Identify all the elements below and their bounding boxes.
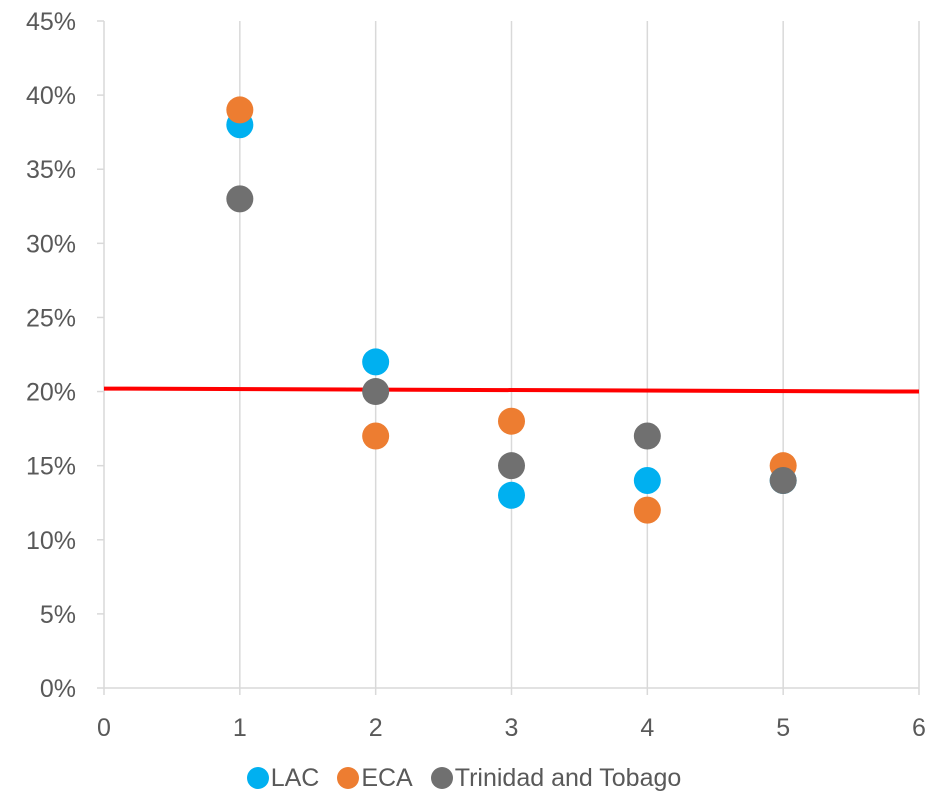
x-tick-label: 4 [640, 714, 654, 742]
x-tick-label: 1 [233, 714, 247, 742]
y-tick-label: 5% [40, 601, 76, 629]
x-tick-labels: 0 1 2 3 4 5 6 [97, 714, 926, 742]
x-tick-label: 3 [505, 714, 519, 742]
point-eca-x2 [362, 422, 390, 450]
y-tick-label: 35% [26, 156, 76, 184]
y-tick-label: 25% [26, 304, 76, 332]
point-lac-x4 [633, 466, 661, 494]
y-tick-label: 40% [26, 82, 76, 110]
point-trinidad-and-tobago-x1 [226, 185, 254, 213]
reference-line [103, 386, 920, 394]
legend-marker-lac [246, 767, 269, 789]
x-tick-label: 2 [369, 714, 383, 742]
reference-line-group [103, 386, 920, 394]
legend-marker-eca [337, 767, 360, 789]
y-tick-label: 0% [40, 675, 76, 703]
point-lac-x3 [498, 481, 525, 509]
legend-label-lac: LAC [270, 763, 320, 792]
legend: LAC ECA Trinidad and Tobago [0, 760, 928, 796]
point-eca-x4 [633, 496, 661, 524]
legend-marker-trinidad-and-tobago [430, 767, 453, 789]
legend-item-eca: ECA [337, 763, 413, 793]
point-trinidad-and-tobago-x3 [498, 452, 525, 480]
y-tick-label: 45% [26, 8, 76, 36]
y-tick-label: 10% [26, 527, 76, 555]
gridlines [239, 21, 920, 688]
legend-item-lac: LAC [246, 763, 320, 793]
point-trinidad-and-tobago-x2 [362, 378, 390, 406]
y-tick-label: 20% [26, 379, 76, 407]
y-tick-label: 30% [26, 230, 76, 258]
y-tick-label: 15% [26, 453, 76, 481]
x-tick-label: 0 [97, 714, 111, 742]
data-points [226, 96, 797, 524]
y-tick-labels: 0% 5% 10% 15% 20% 25% 30% 35% 40% 45% [26, 8, 76, 703]
legend-item-trinidad-and-tobago: Trinidad and Tobago [430, 763, 682, 793]
x-tick-label: 6 [912, 714, 926, 742]
legend-label-eca: ECA [361, 763, 413, 792]
scatter-chart: 0% 5% 10% 15% 20% 25% 30% 35% 40% 45% 0 1 2 3 4 5 6 [26, 8, 926, 742]
axes [97, 20, 920, 695]
legend-label-trinidad-and-tobago: Trinidad and Tobago [454, 763, 682, 792]
x-tick-label: 5 [776, 714, 790, 742]
point-eca-x1 [226, 96, 254, 124]
point-eca-x3 [498, 407, 525, 435]
point-trinidad-and-tobago-x4 [633, 422, 661, 450]
point-lac-x2 [362, 348, 390, 376]
point-trinidad-and-tobago-x5 [769, 466, 797, 494]
